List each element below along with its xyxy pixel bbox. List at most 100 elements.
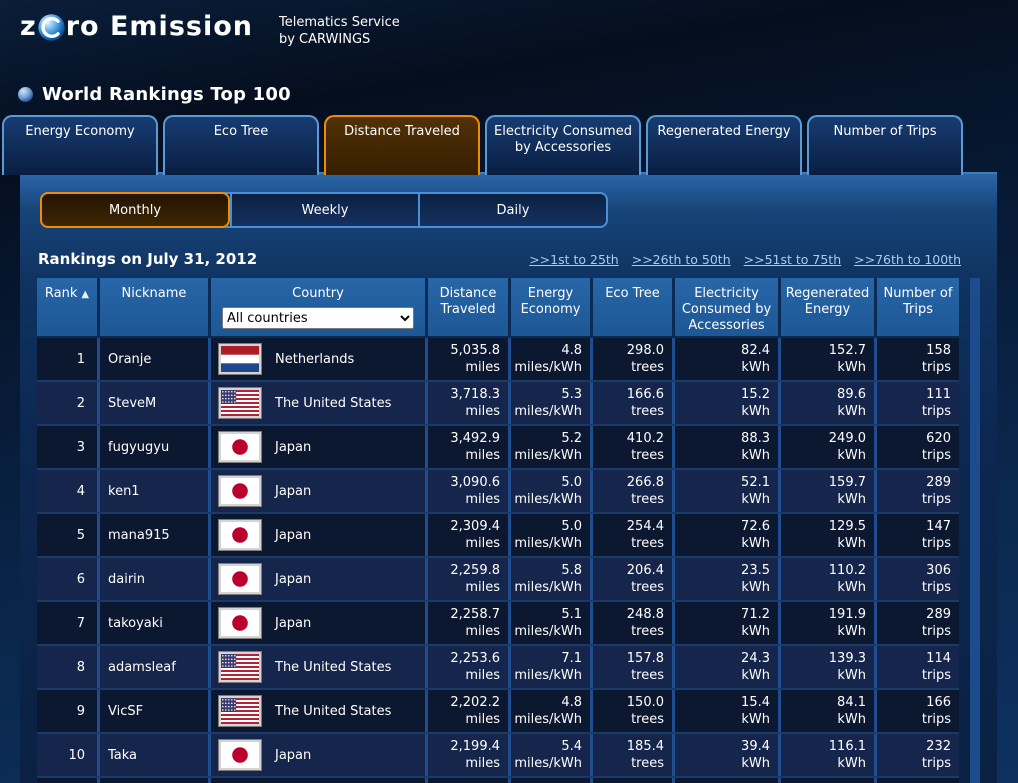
country-flag-icon [219,344,261,374]
table-header: Rank ▲ Nickname Country All countries Dis… [37,278,959,338]
page-link-1-25[interactable]: >>1st to 25th [529,252,619,267]
eco-tree-cell: 150.0 trees [593,690,675,732]
country-flag-icon [219,388,261,418]
period-tab-monthly[interactable]: Monthly [40,192,230,228]
country-flag-icon [219,476,261,506]
country-cell: Japan [211,602,428,644]
table-body: 1 Oranje Netherlands 5,035.8 miles 4.8 mil… [37,338,959,783]
rank-cell: 4 [37,470,100,512]
column-header-nickname[interactable]: Nickname [100,278,211,336]
table-row: 4 ken1 Japan 3,090.6 miles 5.0 miles/kWh 2… [37,470,959,514]
sort-arrow-icon: ▲ [81,289,90,300]
eco-tree-cell: 298.0 trees [593,338,675,380]
page-link-26-50[interactable]: >>26th to 50th [631,252,731,267]
trips-cell [877,778,959,783]
column-header-country[interactable]: Country All countries [211,278,428,336]
energy-economy-cell: 5.2 miles/kWh [511,426,593,468]
column-header-regenerated[interactable]: Regenerated Energy [781,278,877,336]
country-flag-icon [219,652,261,682]
eco-tree-cell [593,778,675,783]
country-flag-icon [219,608,261,638]
regenerated-cell: 110.2 kWh [781,558,877,600]
category-tabs: Energy Economy Eco Tree Distance Travele… [0,115,1018,175]
distance-cell: 3,492.9 miles [428,426,511,468]
nickname-cell: ken1 [100,470,211,512]
electricity-cell: 52.1 kWh [675,470,781,512]
trips-cell: 111 trips [921,387,951,419]
energy-economy-cell [511,778,593,783]
tab-distance-traveled[interactable]: Distance Traveled [324,115,480,175]
country-cell: Japan [211,426,428,468]
energy-economy-cell: 5.3 miles/kWh [511,382,593,424]
column-header-electricity[interactable]: Electricity Consumed by Accessories [675,278,781,336]
nickname-cell: Oranje [100,338,211,380]
scrollbar-track[interactable] [970,278,980,783]
country-flag-icon [219,696,261,726]
period-tab-weekly[interactable]: Weekly [230,194,418,226]
eco-tree-cell: 185.4 trees [593,734,675,776]
column-header-eco-tree[interactable]: Eco Tree [593,278,675,336]
regenerated-cell: 84.1 kWh [781,690,877,732]
eco-tree-cell: 248.8 trees [593,602,675,644]
electricity-cell: 88.3 kWh [675,426,781,468]
nickname-cell: fugyugyu [100,426,211,468]
rank-cell: 10 [37,734,100,776]
rankings-table: Rank ▲ Nickname Country All countries Dis… [37,278,959,783]
distance-cell: 2,202.2 miles [428,690,511,732]
period-tabs: Monthly Weekly Daily [40,192,608,228]
electricity-cell [675,778,781,783]
pagination: >>1st to 25th >>26th to 50th >>51st to 7… [529,252,961,267]
regenerated-cell: 159.7 kWh [781,470,877,512]
rankings-row: Rankings on July 31, 2012 >>1st to 25th … [38,250,961,272]
distance-cell: 2,259.8 miles [428,558,511,600]
nickname-cell [100,778,211,783]
table-row: 3 fugyugyu Japan 3,492.9 miles 5.2 miles/k… [37,426,959,470]
trips-cell: 306 trips [921,563,951,595]
trips-cell: 620 trips [921,431,951,463]
logo-text-rest: ro Emission [65,11,253,42]
trips-cell: 147 trips [921,519,951,551]
country-cell: Japan [211,514,428,556]
tagline-line1: Telematics Service [278,15,400,30]
country-cell: Japan [211,734,428,776]
period-tab-daily[interactable]: Daily [418,194,606,226]
table-row: 9 VicSF The United States 2,202.2 miles 4… [37,690,959,734]
page-title: World Rankings Top 100 [42,83,291,105]
globe-icon [38,13,65,41]
table-row: 7 takoyaki Japan 2,258.7 miles 5.1 miles/k… [37,602,959,646]
nickname-cell: Taka [100,734,211,776]
table-row: 2 SteveM The United States 3,718.3 miles … [37,382,959,426]
nickname-cell: VicSF [100,690,211,732]
nickname-cell: takoyaki [100,602,211,644]
tab-eco-tree[interactable]: Eco Tree [163,115,319,175]
zero-emission-logo[interactable]: z ro Emission [20,12,253,42]
tab-energy-economy[interactable]: Energy Economy [2,115,158,175]
column-header-trips[interactable]: Number of Trips [883,286,953,317]
tab-electricity-consumed[interactable]: Electricity Consumed by Accessories [485,115,641,175]
regenerated-cell: 249.0 kWh [781,426,877,468]
nickname-cell: SteveM [100,382,211,424]
energy-economy-cell: 7.1 miles/kWh [511,646,593,688]
distance-cell: 2,309.4 miles [428,514,511,556]
country-flag-icon [219,564,261,594]
country-cell: Japan [211,558,428,600]
country-cell: The United States [211,382,428,424]
table-row: 1 Oranje Netherlands 5,035.8 miles 4.8 mil… [37,338,959,382]
column-header-distance[interactable]: Distance Traveled [428,278,511,336]
distance-cell: 2,199.4 miles [428,734,511,776]
column-header-rank[interactable]: Rank ▲ [37,278,100,336]
tab-regenerated-energy[interactable]: Regenerated Energy [646,115,802,175]
bullet-sphere-icon [18,86,33,102]
regenerated-cell: 152.7 kWh [781,338,877,380]
tab-number-of-trips[interactable]: Number of Trips [807,115,963,175]
rank-cell: 2 [37,382,100,424]
app-header: z ro Emission Te [0,0,1018,60]
rank-cell: 3 [37,426,100,468]
column-header-energy-economy[interactable]: Energy Economy [511,278,593,336]
page-link-76-100[interactable]: >>76th to 100th [854,252,961,267]
content-panel: Monthly Weekly Daily Rankings on July 31… [20,172,997,783]
regenerated-cell: 89.6 kWh [781,382,877,424]
page-link-51-75[interactable]: >>51st to 75th [743,252,842,267]
country-filter-select[interactable]: All countries [222,307,414,329]
